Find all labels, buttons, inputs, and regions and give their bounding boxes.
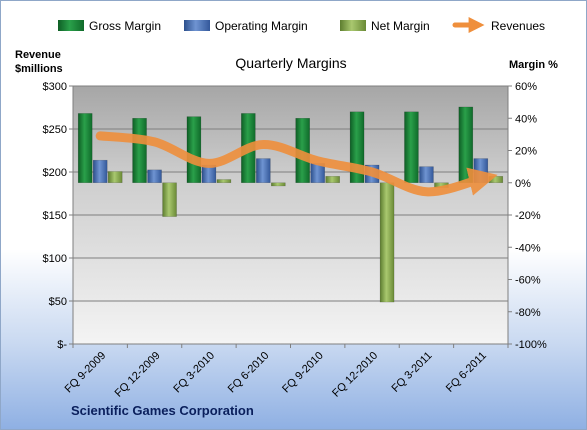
category-label: FQ 9-2009 <box>63 350 109 396</box>
right-tick-label: -20% <box>515 210 541 222</box>
revenue-line-layer <box>95 131 498 197</box>
left-axis-label-line2: $millions <box>15 63 63 75</box>
operating-margin-bar <box>92 159 108 184</box>
left-tick-label: $- <box>57 339 67 351</box>
right-tick-label: -100% <box>515 339 547 351</box>
category-label: FQ 3-2011 <box>389 350 434 395</box>
legend: Gross Margin Operating Margin Net Margin… <box>58 16 545 34</box>
left-tick-label: $100 <box>43 253 67 265</box>
net-margin-bar <box>379 182 395 303</box>
right-axis-label: Margin % <box>509 59 558 71</box>
operating-margin-bar <box>419 166 434 183</box>
gross-margin-bar <box>77 113 93 183</box>
right-tick-label: -40% <box>515 242 541 254</box>
legend-swatch-net-margin <box>340 20 366 31</box>
operating-margin-bar <box>256 158 271 183</box>
left-tick-label: $50 <box>49 296 67 308</box>
category-label: FQ 12-2010 <box>330 350 380 400</box>
footer-company: Scientific Games Corporation <box>71 403 254 418</box>
left-axis-label-line1: Revenue <box>15 49 61 61</box>
net-margin-bar <box>488 176 504 184</box>
legend-swatch-operating-margin <box>184 20 210 31</box>
gross-margin-bar <box>132 118 147 183</box>
gross-margin-bar <box>186 116 202 183</box>
right-tick-label: 20% <box>515 146 537 158</box>
category-label: FQ 3-2010 <box>171 350 217 396</box>
left-tick-label: $300 <box>43 81 67 93</box>
legend-label-gross-margin: Gross Margin <box>89 19 161 33</box>
category-label: FQ 6-2010 <box>226 350 272 396</box>
operating-margin-bar <box>147 169 162 184</box>
right-tick-label: 0% <box>515 178 531 190</box>
legend-label-operating-margin: Operating Margin <box>215 19 308 33</box>
gross-margin-bar <box>404 111 419 183</box>
legend-swatch-gross-margin <box>58 20 84 31</box>
revenues-line <box>95 131 498 197</box>
left-tick-label: $250 <box>43 124 67 136</box>
chart-title: Quarterly Margins <box>235 55 346 71</box>
gross-margin-bar <box>458 106 474 183</box>
net-margin-bar <box>271 182 286 187</box>
net-margin-bar <box>107 171 123 183</box>
category-label: FQ 9-2010 <box>280 350 326 396</box>
legend-label-net-margin: Net Margin <box>371 19 430 33</box>
right-tick-label: -80% <box>515 307 541 319</box>
net-margin-bar <box>162 182 177 217</box>
right-tick-label: 60% <box>515 81 537 93</box>
left-tick-label: $150 <box>43 210 67 222</box>
net-margin-bar <box>216 179 232 183</box>
right-tick-label: 40% <box>515 113 537 125</box>
net-margin-bar <box>325 176 340 184</box>
category-label: FQ 6-2011 <box>444 350 489 395</box>
legend-label-revenues: Revenues <box>491 19 545 33</box>
category-label: FQ 12-2009 <box>113 350 163 400</box>
right-tick-label: -60% <box>515 275 541 287</box>
left-tick-label: $200 <box>43 167 67 179</box>
